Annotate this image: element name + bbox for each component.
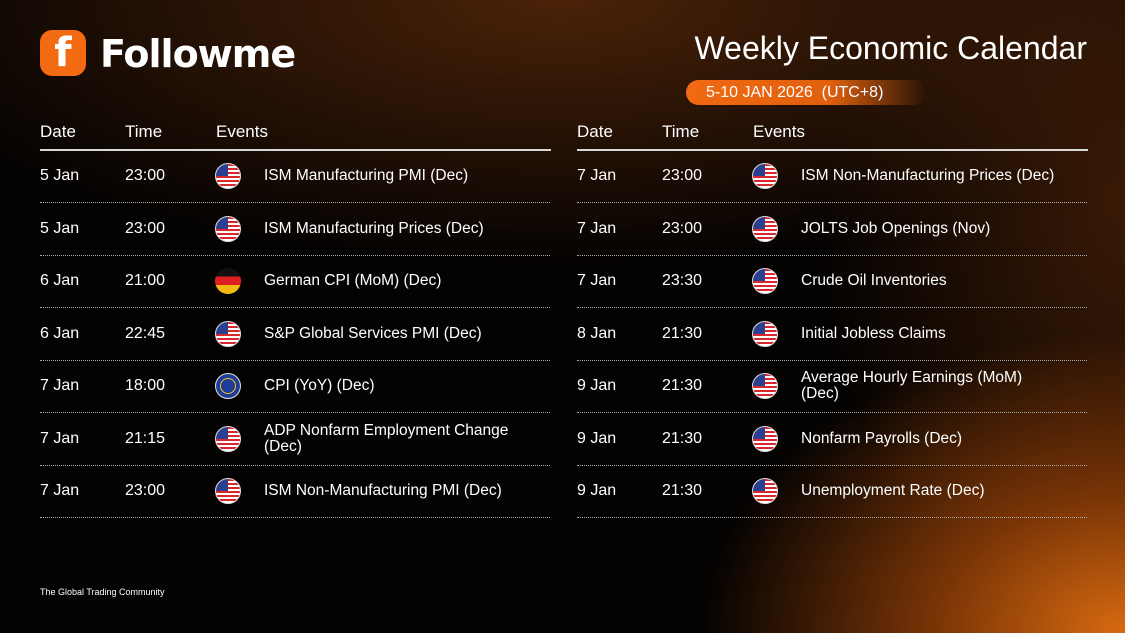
flag-icon bbox=[752, 425, 778, 452]
flag-icon bbox=[752, 373, 778, 399]
row-divider bbox=[577, 359, 1087, 361]
date: 5 Jan bbox=[40, 219, 80, 237]
row-divider bbox=[40, 307, 550, 308]
date: 5 Jan bbox=[40, 167, 80, 184]
header-divider bbox=[577, 149, 1088, 151]
time: 18:00 bbox=[125, 377, 166, 394]
flag-icon bbox=[215, 478, 241, 504]
flag-icon bbox=[752, 268, 778, 294]
date: 9 Jan bbox=[577, 377, 617, 394]
title: Weekly Economic Calendar bbox=[694, 30, 1087, 66]
time: 23:00 bbox=[662, 167, 703, 184]
event: ISM Manufacturing PMI (Dec) bbox=[264, 167, 469, 184]
date: 9 Jan bbox=[577, 429, 617, 447]
time: 21:00 bbox=[125, 272, 166, 289]
column-header: Time bbox=[125, 122, 163, 141]
event: ISM Non-Manufacturing Prices (Dec) bbox=[801, 167, 1055, 184]
time: 23:00 bbox=[125, 482, 166, 499]
row-divider bbox=[40, 202, 550, 203]
date: 7 Jan bbox=[40, 377, 80, 394]
date-range: 5-10 JAN 2026 (UTC+8) bbox=[686, 80, 926, 105]
row-divider bbox=[577, 464, 1087, 466]
event: Nonfarm Payrolls (Dec) bbox=[801, 429, 963, 447]
date: 7 Jan bbox=[40, 429, 80, 447]
event: Unemployment Rate (Dec) bbox=[801, 482, 985, 499]
event: S&P Global Services PMI (Dec) bbox=[264, 324, 482, 342]
time: 21:30 bbox=[662, 324, 703, 342]
date: 7 Jan bbox=[577, 219, 617, 237]
event: JOLTS Job Openings (Nov) bbox=[801, 219, 991, 237]
row-divider bbox=[40, 464, 550, 466]
time: 21:30 bbox=[662, 377, 703, 394]
column-header: Events bbox=[753, 122, 805, 141]
flag-icon bbox=[215, 268, 241, 294]
row-divider bbox=[577, 202, 1087, 203]
time: 21:30 bbox=[662, 429, 703, 447]
date: 6 Jan bbox=[40, 272, 80, 289]
row-divider bbox=[577, 254, 1087, 256]
column-header: Date bbox=[577, 122, 613, 141]
row-divider bbox=[40, 254, 550, 256]
flag-icon bbox=[215, 425, 241, 452]
event: Average Hourly Earnings (MoM) (Dec) bbox=[801, 369, 1023, 402]
event: ADP Nonfarm Employment Change (Dec) bbox=[264, 421, 509, 455]
time: 22:45 bbox=[125, 324, 166, 342]
column-header: Date bbox=[40, 122, 76, 141]
time: 23:00 bbox=[125, 219, 166, 237]
date: 6 Jan bbox=[40, 324, 80, 342]
footer: The Global Trading Community bbox=[40, 587, 165, 597]
header-divider bbox=[40, 149, 551, 151]
time: 21:15 bbox=[125, 429, 166, 447]
time: 23:00 bbox=[125, 167, 166, 184]
flag-icon bbox=[752, 320, 778, 347]
flag-icon bbox=[752, 163, 778, 189]
event: ISM Manufacturing Prices (Dec) bbox=[264, 219, 484, 237]
column-header: Events bbox=[216, 122, 268, 141]
logo-icon: f bbox=[40, 30, 86, 76]
column-header: Time bbox=[662, 122, 700, 141]
time: 23:00 bbox=[662, 219, 703, 237]
flag-icon bbox=[752, 478, 778, 504]
event: Crude Oil Inventories bbox=[801, 272, 947, 289]
row-divider bbox=[40, 412, 550, 413]
row-divider bbox=[40, 359, 550, 361]
flag-icon bbox=[215, 215, 241, 242]
row-divider bbox=[40, 517, 550, 518]
flag-icon bbox=[215, 163, 241, 189]
flag-icon bbox=[215, 320, 241, 347]
event: ISM Non-Manufacturing PMI (Dec) bbox=[264, 482, 502, 499]
time: 23:30 bbox=[662, 272, 703, 289]
date: 7 Jan bbox=[577, 167, 617, 184]
brand: Followme bbox=[100, 32, 296, 76]
date: 7 Jan bbox=[40, 482, 80, 499]
date: 7 Jan bbox=[577, 272, 617, 289]
flag-icon bbox=[215, 373, 241, 399]
time: 21:30 bbox=[662, 482, 703, 499]
date: 9 Jan bbox=[577, 482, 617, 499]
date: 8 Jan bbox=[577, 324, 617, 342]
event: German CPI (MoM) (Dec) bbox=[264, 272, 442, 289]
event: CPI (YoY) (Dec) bbox=[264, 377, 375, 394]
flag-icon bbox=[752, 215, 778, 242]
row-divider bbox=[577, 517, 1087, 518]
event: Initial Jobless Claims bbox=[801, 324, 946, 342]
row-divider bbox=[577, 412, 1087, 413]
row-divider bbox=[577, 307, 1087, 308]
